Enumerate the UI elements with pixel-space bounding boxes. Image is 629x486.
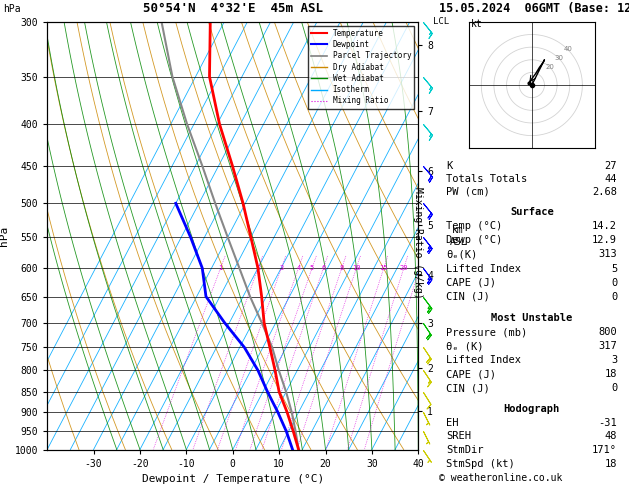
Text: Temp (°C): Temp (°C) [447,221,503,231]
Text: Hodograph: Hodograph [504,404,560,414]
Text: 5: 5 [611,263,617,274]
Text: 30: 30 [555,55,564,61]
Text: 40: 40 [564,46,572,52]
Text: Mixing Ratio (g/kg): Mixing Ratio (g/kg) [413,187,423,299]
Text: 317: 317 [598,341,617,351]
Text: θₑ(K): θₑ(K) [447,249,477,260]
Text: 800: 800 [598,327,617,337]
Text: CIN (J): CIN (J) [447,292,490,302]
Text: Dewp (°C): Dewp (°C) [447,235,503,245]
Text: 12.9: 12.9 [592,235,617,245]
Text: 18: 18 [604,369,617,379]
Text: CAPE (J): CAPE (J) [447,369,496,379]
Text: hPa: hPa [3,4,21,14]
Text: 14.2: 14.2 [592,221,617,231]
Text: Pressure (mb): Pressure (mb) [447,327,528,337]
Text: 20: 20 [545,64,554,70]
Text: 27: 27 [604,161,617,171]
Text: -31: -31 [598,417,617,428]
Y-axis label: km
ASL: km ASL [449,225,467,246]
Legend: Temperature, Dewpoint, Parcel Trajectory, Dry Adiabat, Wet Adiabat, Isotherm, Mi: Temperature, Dewpoint, Parcel Trajectory… [308,26,415,108]
Text: Lifted Index: Lifted Index [447,355,521,365]
Text: StmDir: StmDir [447,445,484,455]
Y-axis label: hPa: hPa [0,226,9,246]
Text: 15: 15 [379,265,388,271]
Text: Most Unstable: Most Unstable [491,313,572,323]
Text: 2: 2 [256,265,260,271]
Text: 0: 0 [611,292,617,302]
Text: 2.68: 2.68 [592,187,617,197]
Text: © weatheronline.co.uk: © weatheronline.co.uk [439,473,562,483]
Text: CIN (J): CIN (J) [447,383,490,393]
Text: 18: 18 [604,459,617,469]
Text: 3: 3 [279,265,284,271]
Text: 20: 20 [399,265,408,271]
Text: θₑ (K): θₑ (K) [447,341,484,351]
Text: 5: 5 [310,265,314,271]
Text: 15.05.2024  06GMT (Base: 12): 15.05.2024 06GMT (Base: 12) [439,2,629,15]
X-axis label: Dewpoint / Temperature (°C): Dewpoint / Temperature (°C) [142,474,324,484]
Text: Totals Totals: Totals Totals [447,174,528,184]
Text: 6: 6 [321,265,326,271]
Text: 50°54'N  4°32'E  45m ASL: 50°54'N 4°32'E 45m ASL [143,2,323,15]
Text: EH: EH [447,417,459,428]
Text: Surface: Surface [510,207,554,217]
Text: 313: 313 [598,249,617,260]
Text: 4: 4 [296,265,301,271]
Text: 171°: 171° [592,445,617,455]
Text: LCL: LCL [433,17,449,26]
Text: SREH: SREH [447,432,472,441]
Text: 0: 0 [611,383,617,393]
Text: 10: 10 [352,265,360,271]
Text: StmSpd (kt): StmSpd (kt) [447,459,515,469]
Text: kt: kt [471,19,483,29]
Text: 3: 3 [611,355,617,365]
Text: 8: 8 [340,265,344,271]
Text: 1: 1 [218,265,223,271]
Text: 48: 48 [604,432,617,441]
Text: K: K [447,161,453,171]
Text: 0: 0 [611,278,617,288]
Text: Lifted Index: Lifted Index [447,263,521,274]
Text: PW (cm): PW (cm) [447,187,490,197]
Text: 44: 44 [604,174,617,184]
Text: CAPE (J): CAPE (J) [447,278,496,288]
